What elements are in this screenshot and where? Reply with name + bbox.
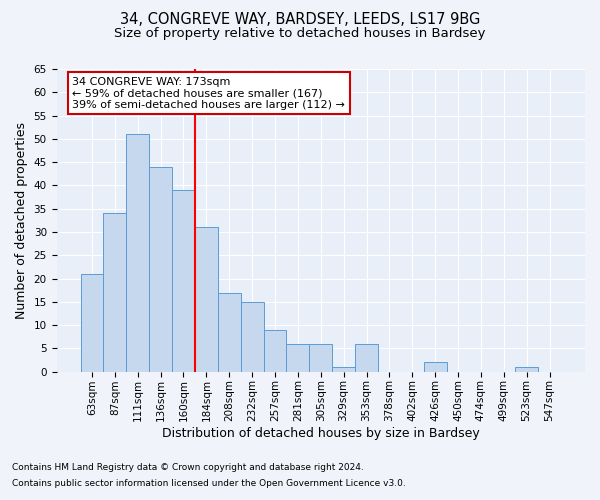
- Text: 34 CONGREVE WAY: 173sqm
← 59% of detached houses are smaller (167)
39% of semi-d: 34 CONGREVE WAY: 173sqm ← 59% of detache…: [73, 76, 345, 110]
- Bar: [127, 134, 149, 372]
- Bar: [355, 344, 378, 371]
- Text: 34, CONGREVE WAY, BARDSEY, LEEDS, LS17 9BG: 34, CONGREVE WAY, BARDSEY, LEEDS, LS17 9…: [120, 12, 480, 28]
- Text: Size of property relative to detached houses in Bardsey: Size of property relative to detached ho…: [114, 28, 486, 40]
- Bar: [263, 330, 286, 372]
- Bar: [310, 344, 332, 371]
- Bar: [515, 367, 538, 372]
- Bar: [241, 302, 263, 372]
- Bar: [80, 274, 103, 372]
- Bar: [424, 362, 446, 372]
- Bar: [286, 344, 310, 371]
- Bar: [149, 167, 172, 372]
- Bar: [195, 228, 218, 372]
- Bar: [172, 190, 195, 372]
- Y-axis label: Number of detached properties: Number of detached properties: [15, 122, 28, 319]
- Text: Contains public sector information licensed under the Open Government Licence v3: Contains public sector information licen…: [12, 478, 406, 488]
- X-axis label: Distribution of detached houses by size in Bardsey: Distribution of detached houses by size …: [162, 427, 479, 440]
- Bar: [332, 367, 355, 372]
- Text: Contains HM Land Registry data © Crown copyright and database right 2024.: Contains HM Land Registry data © Crown c…: [12, 464, 364, 472]
- Bar: [218, 292, 241, 372]
- Bar: [103, 214, 127, 372]
